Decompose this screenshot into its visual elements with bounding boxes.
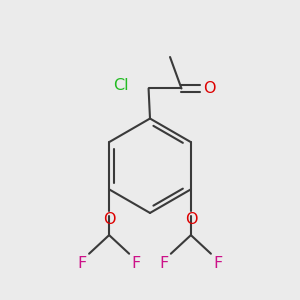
Text: O: O bbox=[203, 81, 216, 96]
Text: F: F bbox=[131, 256, 141, 271]
Text: F: F bbox=[213, 256, 223, 271]
Text: F: F bbox=[77, 256, 87, 271]
Text: O: O bbox=[103, 212, 116, 227]
Text: F: F bbox=[159, 256, 169, 271]
Text: O: O bbox=[184, 212, 197, 227]
Text: Cl: Cl bbox=[113, 78, 129, 93]
